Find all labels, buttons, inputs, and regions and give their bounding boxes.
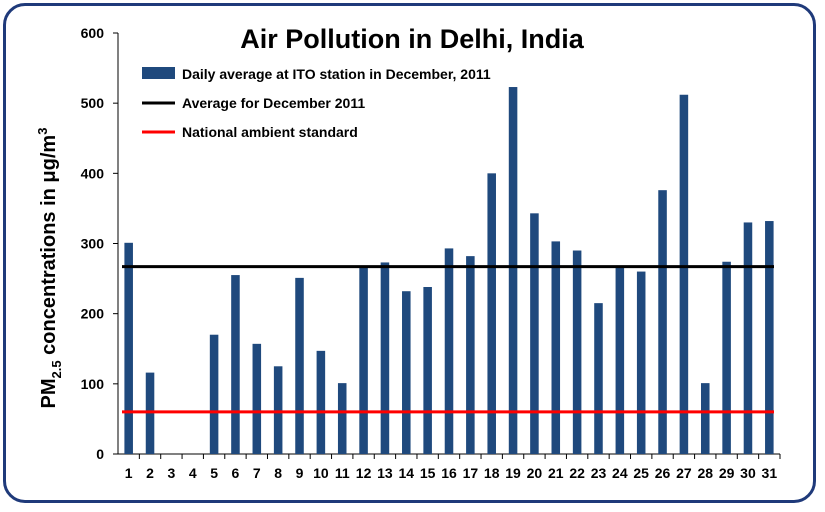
bar-day-30 [743, 222, 753, 454]
x-tick-label: 16 [441, 465, 457, 481]
x-tick-label: 17 [463, 465, 479, 481]
x-tick-label: 5 [210, 465, 218, 481]
bar-day-20 [530, 213, 539, 454]
legend-label-bars: Daily average at ITO station in December… [182, 66, 491, 82]
bar-day-22 [572, 250, 582, 454]
x-tick-label: 19 [505, 465, 521, 481]
bar-day-10 [316, 350, 326, 454]
bar-day-15 [423, 287, 432, 454]
x-tick-label: 29 [719, 465, 735, 481]
bars [124, 87, 774, 455]
bar-day-8 [273, 366, 283, 454]
bar-day-26 [658, 190, 667, 454]
bar-day-11 [337, 383, 347, 454]
x-tick-label: 25 [633, 465, 649, 481]
bar-day-1 [124, 242, 133, 454]
bar-day-27 [679, 94, 689, 454]
x-tick-label: 30 [740, 465, 756, 481]
x-tick-label: 10 [313, 465, 329, 481]
y-tick-label: 400 [81, 165, 105, 181]
x-tick-label: 22 [569, 465, 585, 481]
chart-title: Air Pollution in Delhi, India [240, 24, 584, 54]
y-axis: 0 100 200 300 400 500 600 [81, 25, 119, 462]
x-tick-label: 11 [335, 465, 350, 481]
legend-swatch-bars [142, 67, 175, 79]
x-tick-label: 24 [612, 465, 628, 481]
bar-day-28 [700, 383, 710, 454]
y-axis-label: PM2.5 concentrations in μg/m3 [35, 128, 64, 409]
x-tick-label: 21 [548, 465, 564, 481]
bar-day-16 [444, 248, 454, 454]
bar-day-29 [722, 261, 731, 454]
x-tick-label: 15 [420, 465, 436, 481]
x-tick-label: 1 [125, 465, 133, 481]
reference-lines [122, 265, 774, 414]
bar-day-13 [380, 262, 390, 454]
y-tick-label: 300 [81, 236, 105, 252]
x-tick-label: 4 [189, 465, 197, 481]
bar-day-21 [551, 241, 561, 454]
bar-day-23 [594, 303, 603, 454]
y-tick-label: 200 [81, 306, 105, 322]
y-tick-label: 500 [81, 95, 105, 111]
x-tick-label: 28 [697, 465, 713, 481]
legend: Daily average at ITO station in December… [142, 66, 491, 140]
x-axis: 1 2 3 4 5 6 7 8 9 10 11 12 13 14 15 16 17 18 19 20 21 22 23 24 2… [118, 453, 781, 481]
y-tick-label: 100 [81, 376, 105, 392]
x-tick-label: 20 [527, 465, 543, 481]
bar-day-25 [636, 271, 646, 454]
legend-label-line-1: National ambient standard [182, 124, 358, 140]
bar-day-7 [252, 343, 262, 454]
bar-day-17 [466, 256, 475, 454]
x-tick-label: 2 [146, 465, 154, 481]
bar-day-18 [487, 173, 496, 455]
x-tick-label: 8 [274, 465, 282, 481]
x-tick-label: 31 [762, 465, 778, 481]
bar-day-9 [295, 277, 304, 454]
bar-day-14 [402, 291, 411, 454]
x-tick-label: 7 [253, 465, 261, 481]
x-tick-label: 6 [232, 465, 240, 481]
bar-day-19 [508, 87, 518, 455]
bar-day-12 [359, 267, 368, 454]
x-tick-label: 26 [655, 465, 671, 481]
legend-label-line-0: Average for December 2011 [182, 95, 365, 111]
x-tick-label: 13 [377, 465, 393, 481]
bar-day-5 [209, 334, 219, 454]
x-tick-label: 18 [484, 465, 500, 481]
x-tick-label: 14 [399, 465, 415, 481]
bar-day-31 [765, 221, 774, 454]
x-tick-label: 12 [356, 465, 372, 481]
x-tick-label: 9 [296, 465, 304, 481]
x-tick-label: 23 [591, 465, 607, 481]
x-tick-label: 27 [676, 465, 692, 481]
bar-day-6 [231, 275, 240, 454]
bar-day-24 [615, 265, 625, 454]
y-tick-label: 600 [81, 25, 105, 41]
x-tick-label: 3 [167, 465, 175, 481]
y-tick-label: 0 [96, 446, 104, 462]
